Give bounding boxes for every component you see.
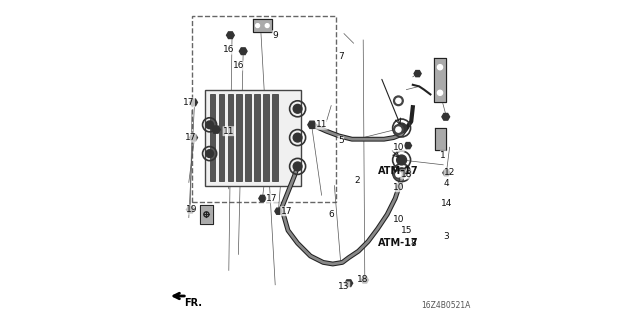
Text: 18: 18 — [401, 170, 412, 179]
Polygon shape — [443, 170, 450, 176]
Bar — [273, 94, 278, 181]
Text: 17: 17 — [183, 98, 195, 107]
Polygon shape — [253, 19, 272, 32]
Text: 1: 1 — [440, 151, 446, 160]
Polygon shape — [189, 134, 197, 141]
Text: 17: 17 — [281, 207, 292, 216]
Polygon shape — [239, 48, 247, 54]
Bar — [228, 94, 233, 181]
Polygon shape — [404, 142, 412, 149]
Polygon shape — [227, 32, 234, 38]
Text: 11: 11 — [223, 127, 234, 136]
Text: 4: 4 — [444, 180, 449, 188]
Text: 8: 8 — [410, 239, 415, 248]
Polygon shape — [442, 114, 450, 120]
Circle shape — [397, 168, 406, 178]
Text: 14: 14 — [441, 199, 452, 208]
Circle shape — [396, 127, 401, 132]
Polygon shape — [212, 126, 220, 133]
Polygon shape — [345, 280, 353, 286]
Text: 10: 10 — [393, 143, 404, 152]
Circle shape — [256, 24, 260, 28]
Circle shape — [438, 90, 443, 95]
Circle shape — [265, 24, 269, 28]
Text: ATM-17: ATM-17 — [378, 238, 418, 248]
Polygon shape — [189, 99, 197, 106]
Circle shape — [394, 170, 403, 179]
Text: 15: 15 — [401, 226, 412, 235]
Polygon shape — [435, 128, 447, 150]
Circle shape — [396, 98, 401, 103]
Text: 7: 7 — [338, 52, 344, 60]
Text: 9: 9 — [273, 31, 278, 40]
Circle shape — [397, 123, 406, 133]
Text: 18: 18 — [358, 276, 369, 284]
Bar — [237, 94, 243, 181]
Polygon shape — [414, 70, 421, 77]
Text: 2: 2 — [354, 176, 360, 185]
Circle shape — [205, 121, 214, 129]
Polygon shape — [434, 58, 447, 102]
Bar — [246, 94, 251, 181]
Text: 13: 13 — [339, 282, 349, 291]
Bar — [205, 90, 301, 186]
Polygon shape — [200, 205, 212, 224]
Circle shape — [293, 133, 302, 142]
Circle shape — [394, 96, 403, 106]
Bar — [192, 16, 336, 202]
Text: 16: 16 — [233, 61, 244, 70]
Text: 5: 5 — [338, 136, 344, 145]
Circle shape — [205, 150, 214, 157]
Circle shape — [438, 65, 443, 70]
Text: 17: 17 — [185, 133, 196, 142]
Polygon shape — [259, 195, 266, 202]
Circle shape — [394, 125, 403, 134]
Text: 19: 19 — [186, 205, 198, 214]
Circle shape — [293, 162, 302, 171]
Bar — [264, 94, 269, 181]
Bar — [219, 94, 225, 181]
Circle shape — [397, 155, 406, 165]
Text: 12: 12 — [444, 168, 455, 177]
Text: 6: 6 — [328, 210, 334, 219]
Polygon shape — [308, 121, 316, 128]
Circle shape — [293, 104, 302, 113]
Text: 11: 11 — [316, 120, 327, 129]
Text: 10: 10 — [393, 183, 404, 192]
Text: 3: 3 — [444, 232, 449, 241]
Text: FR.: FR. — [184, 298, 202, 308]
Circle shape — [396, 172, 401, 177]
Polygon shape — [275, 208, 282, 214]
Bar — [255, 94, 260, 181]
Text: 10: 10 — [393, 215, 404, 224]
Text: ATM-17: ATM-17 — [378, 166, 418, 176]
Text: 16Z4B0521A: 16Z4B0521A — [421, 301, 470, 310]
Text: 17: 17 — [266, 194, 278, 203]
Polygon shape — [187, 206, 195, 213]
Bar — [210, 94, 215, 181]
Polygon shape — [361, 277, 369, 283]
Text: 16: 16 — [223, 45, 234, 54]
